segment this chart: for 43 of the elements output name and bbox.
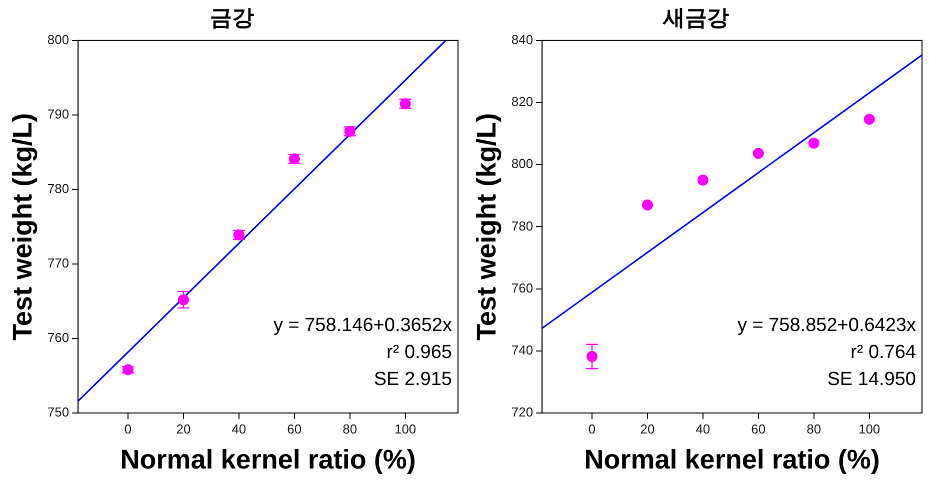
y-tick-label: 770 (47, 256, 70, 271)
x-tick-label: 40 (696, 421, 710, 436)
y-tick-label: 820 (511, 94, 534, 110)
y-tick-label: 760 (511, 280, 534, 296)
y-tick-label: 760 (47, 330, 70, 346)
x-tick-label: 100 (394, 421, 416, 436)
annotation: SE 2.915 (374, 369, 452, 390)
annotation: r² 0.764 (850, 342, 916, 363)
x-tick-label: 100 (858, 421, 880, 436)
point (586, 350, 598, 362)
chart-title: 금강 (210, 6, 254, 31)
annotation: y = 758.146+0.3652x (273, 315, 452, 336)
point (697, 174, 708, 186)
x-tick-label: 0 (588, 421, 596, 436)
x-tick-label: 20 (176, 421, 191, 436)
x-tick-label: 0 (124, 421, 132, 436)
y-axis-title: Test weight (kg/L) (8, 112, 38, 340)
x-axis-title: Normal kernel ratio (%) (120, 444, 416, 474)
x-tick-label: 80 (342, 421, 358, 436)
y-tick-label: 800 (47, 32, 70, 47)
x-tick-label: 20 (640, 421, 655, 436)
y-tick-label: 720 (511, 404, 534, 420)
x-axis-title: Normal kernel ratio (%) (584, 444, 880, 474)
y-tick-label: 780 (47, 181, 70, 196)
annotation: r² 0.965 (386, 342, 452, 363)
point (808, 138, 820, 149)
x-tick-label: 80 (806, 421, 822, 436)
y-tick-label: 840 (511, 32, 534, 47)
y-tick-label: 750 (47, 404, 70, 420)
y-tick-label: 790 (47, 106, 70, 122)
point (642, 199, 653, 210)
y-tick-label: 800 (511, 156, 534, 172)
x-tick-label: 40 (232, 421, 246, 436)
point (752, 148, 764, 159)
annotation: y = 758.852+0.6423x (737, 315, 916, 336)
x-tick-label: 60 (287, 421, 302, 436)
chart-title: 새금강 (662, 6, 729, 31)
y-axis-title: Test weight (kg/L) (472, 112, 502, 340)
annotation: SE 14.950 (827, 369, 916, 390)
y-tick-label: 740 (511, 342, 534, 358)
point (864, 114, 875, 125)
x-tick-label: 60 (751, 421, 766, 436)
y-tick-label: 780 (511, 218, 534, 234)
